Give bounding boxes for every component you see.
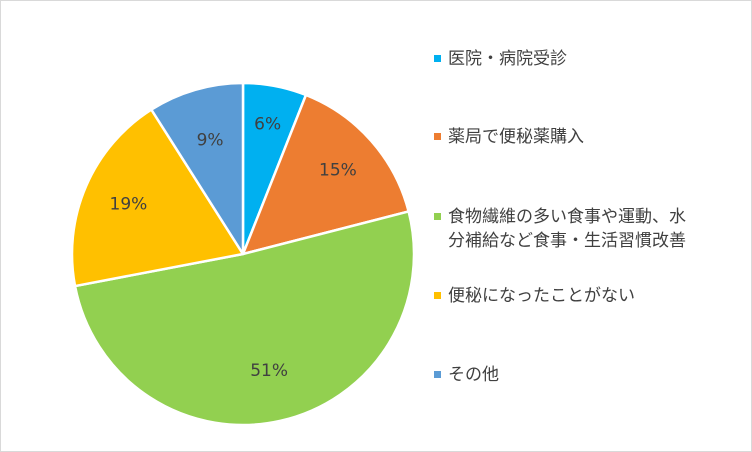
legend-label: 食物繊維の多い食事や運動、水 分補給など食事・生活習慣改善	[448, 207, 686, 251]
pie-slice-lifestyle	[73, 210, 416, 427]
pie-slice-never	[70, 108, 245, 288]
legend-item-hospital: 医院・病院受診	[434, 47, 748, 71]
legend-item-lifestyle: 食物繊維の多い食事や運動、水 分補給など食事・生活習慣改善	[434, 205, 748, 253]
legend-label: 便秘になったことがない	[448, 286, 635, 306]
legend-swatch	[434, 292, 441, 299]
pie-slice-pharmacy	[241, 93, 410, 256]
data-label-other: 9%	[197, 131, 224, 151]
legend-item-pharmacy: 薬局で便秘薬購入	[434, 125, 748, 149]
data-label-never: 19%	[110, 194, 148, 214]
legend-swatch	[434, 55, 441, 62]
legend-item-never: 便秘になったことがない	[434, 284, 748, 308]
legend-swatch	[434, 213, 441, 220]
data-label-lifestyle: 51%	[250, 361, 288, 381]
legend: 医院・病院受診 薬局で便秘薬購入 食物繊維の多い食事や運動、水 分補給など食事・…	[434, 0, 752, 452]
pie-slice-other	[150, 81, 245, 256]
legend-item-other: その他	[434, 363, 748, 387]
legend-swatch	[434, 133, 441, 140]
legend-label: 薬局で便秘薬購入	[448, 127, 584, 147]
legend-label: その他	[448, 365, 499, 385]
legend-swatch	[434, 371, 441, 378]
data-label-pharmacy: 15%	[319, 160, 357, 180]
data-label-hospital: 6%	[254, 115, 281, 135]
legend-label: 医院・病院受診	[448, 49, 567, 69]
